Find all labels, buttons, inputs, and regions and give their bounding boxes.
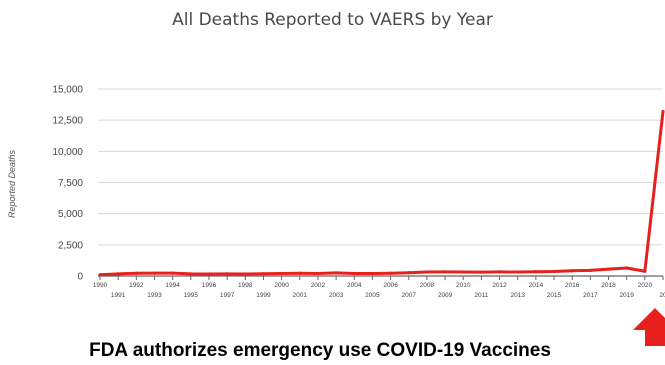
data-point (552, 269, 556, 274)
x-tick-label: 2008 (420, 282, 435, 289)
annotation-caption: FDA authorizes emergency use COVID-19 Va… (89, 340, 551, 361)
x-tick-label: 2014 (529, 282, 544, 289)
data-point (643, 269, 647, 273)
data-point (407, 271, 411, 275)
x-tick-label: 2019 (619, 292, 634, 299)
data-point (625, 266, 629, 270)
x-tick-label: 2010 (456, 282, 471, 289)
data-point (443, 270, 447, 274)
y-tick-label: 0 (77, 272, 83, 283)
y-axis-ticks: 0 2,500 5,000 7,500 10,000 12,500 15,000 (52, 85, 83, 283)
data-point (534, 270, 538, 274)
data-point (425, 270, 429, 274)
data-point (261, 272, 266, 276)
data-point (461, 270, 465, 274)
y-tick-label: 2,500 (58, 240, 83, 251)
data-point (298, 271, 302, 275)
y-tick-label: 10,000 (52, 147, 83, 158)
x-tick-label: 2000 (274, 282, 289, 289)
data-point (497, 270, 502, 274)
data-point (661, 109, 665, 114)
x-tick-label: 2006 (383, 282, 398, 289)
up-arrow-icon (633, 308, 665, 346)
x-tick-label: 2009 (438, 292, 453, 299)
y-tick-label: 5,000 (58, 209, 83, 220)
data-point (388, 271, 393, 275)
x-tick-label: 2012 (492, 282, 507, 289)
x-tick-label: 2018 (601, 282, 616, 289)
data-point (280, 271, 284, 276)
data-point (243, 272, 247, 276)
y-tick-label: 15,000 (52, 85, 83, 96)
x-tick-label: 2004 (347, 282, 362, 289)
x-tick-label: 1997 (220, 292, 235, 299)
x-tick-label: 2016 (565, 282, 580, 289)
data-point (516, 270, 520, 274)
data-point (116, 272, 120, 276)
data-point (334, 271, 338, 275)
x-tick-label: 1993 (147, 292, 162, 299)
y-tick-label: 12,500 (52, 116, 83, 127)
series-line (99, 111, 665, 277)
x-tick-label: 2003 (329, 292, 344, 299)
data-point (134, 271, 138, 275)
x-tick-label: 2001 (293, 292, 308, 299)
data-point (207, 272, 211, 276)
x-tick-label: 2020 (638, 282, 653, 289)
y-tick-label: 7,500 (58, 178, 83, 189)
data-point (316, 271, 320, 276)
data-point (189, 272, 193, 276)
data-point (588, 268, 592, 272)
x-tick-label: 1995 (184, 292, 199, 299)
data-point (370, 271, 375, 276)
data-point (171, 271, 175, 275)
x-tick-label: 1991 (111, 292, 126, 299)
x-tick-label: 20 (659, 292, 665, 299)
gridlines (98, 88, 663, 277)
x-tick-label: 1998 (238, 282, 253, 289)
x-tick-label: 2017 (583, 292, 598, 299)
data-point (98, 273, 102, 277)
data-points (98, 109, 665, 277)
x-tick-label: 1994 (165, 282, 180, 289)
x-tick-label: 2013 (510, 292, 525, 299)
x-tick-label: 1999 (256, 292, 271, 299)
x-tick-label: 2011 (474, 292, 488, 299)
x-tick-label: 1996 (202, 282, 217, 289)
x-tick-label: 2015 (547, 292, 562, 299)
data-point (152, 271, 157, 275)
x-tick-label: 1990 (93, 282, 108, 289)
x-tick-label: 2002 (311, 282, 326, 289)
data-point (352, 271, 356, 276)
chart-title: All Deaths Reported to VAERS by Year (172, 10, 493, 30)
data-point (570, 269, 574, 273)
x-tick-label: 2005 (365, 292, 380, 299)
x-tick-label: 1992 (129, 282, 144, 289)
data-point (225, 272, 229, 276)
data-point (606, 267, 611, 271)
x-tick-label: 2007 (402, 292, 417, 299)
data-point (479, 270, 483, 274)
